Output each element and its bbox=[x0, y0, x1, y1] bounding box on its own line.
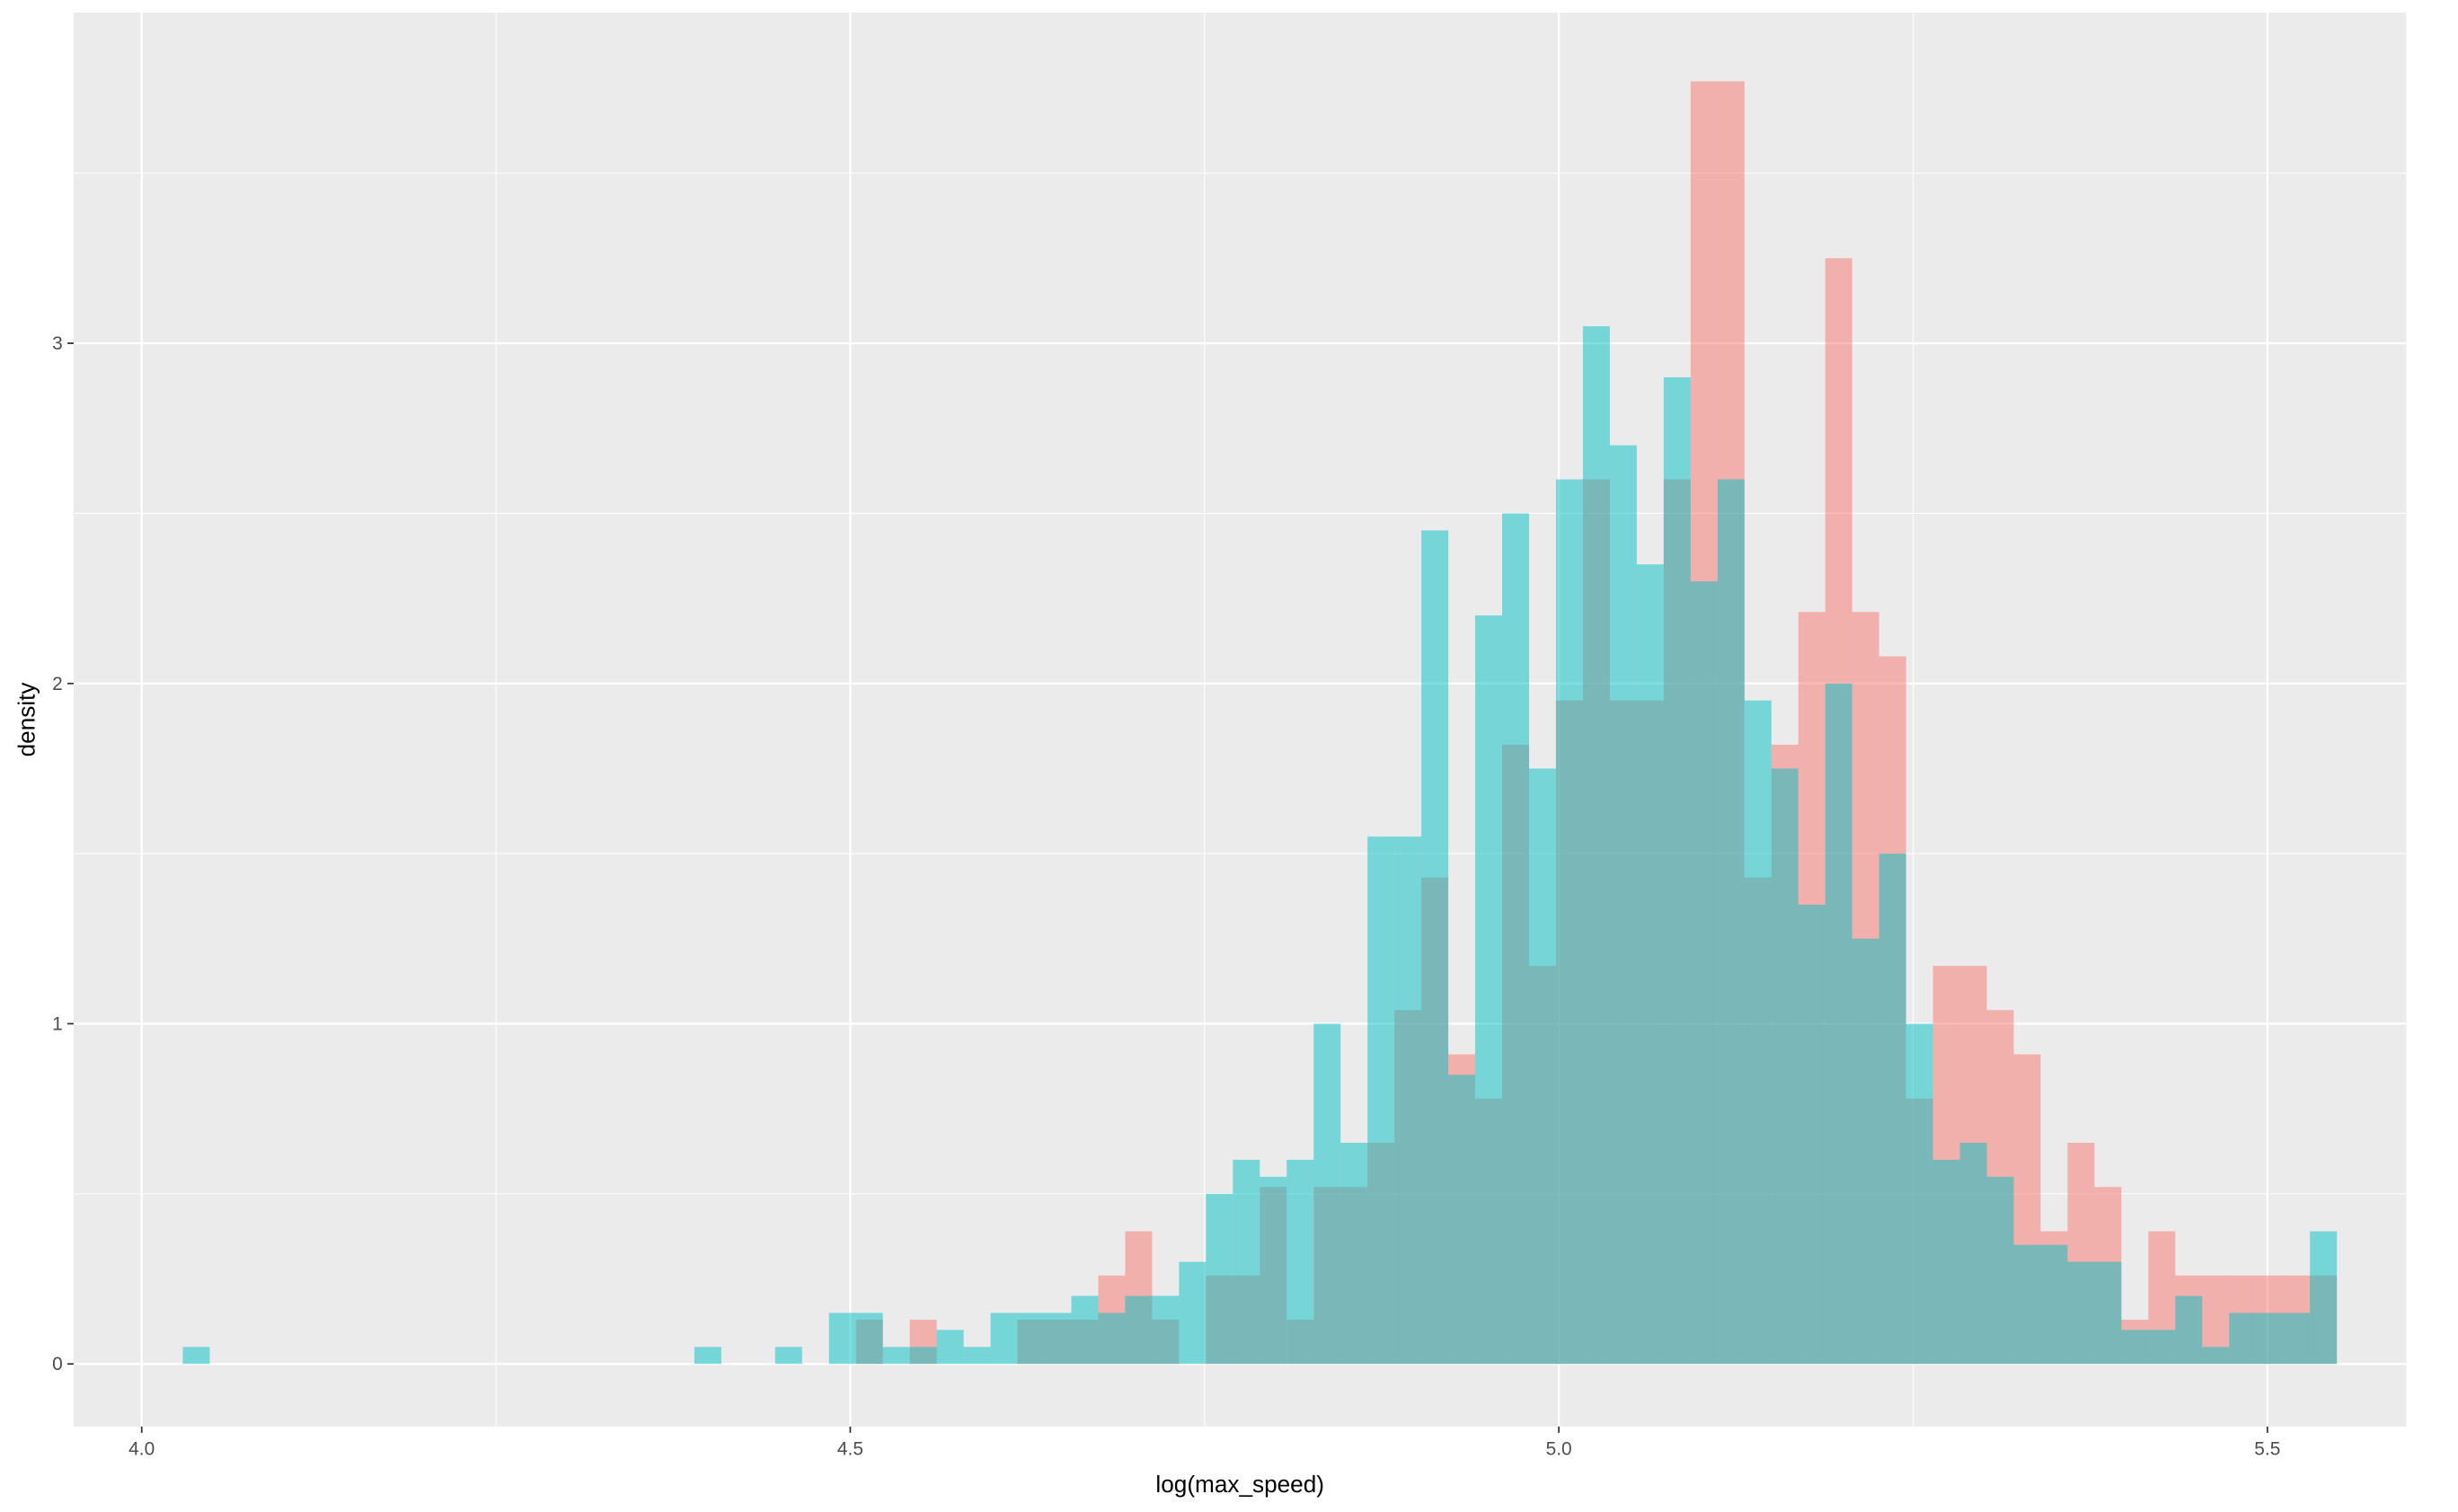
histogram-bar bbox=[1771, 768, 1799, 1365]
histogram-bar bbox=[1582, 326, 1610, 1365]
histogram-bar bbox=[2202, 1347, 2230, 1365]
histogram-bar bbox=[694, 1347, 721, 1365]
y-tick-label: 1 bbox=[52, 1013, 63, 1034]
histogram-bar bbox=[855, 1313, 883, 1365]
histogram-bar bbox=[1609, 445, 1637, 1365]
histogram-bar bbox=[1260, 1176, 1287, 1365]
histogram-bar bbox=[1286, 1159, 1314, 1365]
histogram-bar bbox=[2067, 1261, 2095, 1365]
x-tick-label: 5.0 bbox=[1546, 1438, 1572, 1459]
histogram-bar bbox=[1367, 836, 1395, 1365]
histogram-bar bbox=[2094, 1261, 2122, 1365]
histogram-bar bbox=[1932, 1159, 1960, 1365]
y-tick-label: 0 bbox=[52, 1354, 63, 1375]
histogram-bar bbox=[1448, 1074, 1476, 1365]
histogram-bar bbox=[1555, 479, 1583, 1365]
histogram-bar bbox=[1852, 938, 1879, 1365]
histogram-bar bbox=[1690, 581, 1718, 1365]
histogram-bar bbox=[182, 1347, 210, 1365]
histogram-bar bbox=[990, 1313, 1018, 1365]
histogram-bar bbox=[963, 1347, 991, 1365]
histogram-bar bbox=[1825, 683, 1852, 1365]
histogram-bar bbox=[1179, 1261, 1207, 1365]
histogram-bar bbox=[936, 1330, 964, 1365]
y-axis-title: density bbox=[13, 682, 40, 757]
histogram-bar bbox=[774, 1347, 802, 1365]
histogram-bar bbox=[2256, 1313, 2284, 1365]
histogram-bar bbox=[1663, 376, 1691, 1365]
histogram-bar bbox=[2040, 1244, 2068, 1365]
histogram-bar bbox=[828, 1313, 856, 1365]
histogram-bar bbox=[1502, 513, 1530, 1365]
histogram-bar bbox=[1044, 1313, 1072, 1365]
y-tick-label: 3 bbox=[52, 333, 63, 354]
histogram-bar bbox=[1071, 1295, 1099, 1365]
x-axis-title: log(max_speed) bbox=[1155, 1471, 1324, 1498]
histogram-bar bbox=[2013, 1244, 2041, 1365]
x-tick-label: 5.5 bbox=[2254, 1438, 2280, 1459]
histogram-bar bbox=[2229, 1313, 2257, 1365]
histogram-bar bbox=[2175, 1295, 2203, 1365]
histogram-bar bbox=[1959, 1143, 1987, 1365]
histogram-bar bbox=[1017, 1313, 1045, 1365]
histogram-bar bbox=[2283, 1313, 2311, 1365]
bars bbox=[182, 81, 2338, 1365]
histogram-bar bbox=[1098, 1313, 1126, 1365]
histogram-bar bbox=[1529, 768, 1556, 1365]
histogram-bar bbox=[1206, 1193, 1233, 1365]
histogram-bar bbox=[2148, 1330, 2176, 1365]
histogram-bar bbox=[1986, 1176, 2014, 1365]
histogram-bar bbox=[1636, 564, 1664, 1365]
histogram-bar bbox=[882, 1347, 910, 1365]
ticks: 4.0 4.5 5.0 5.5 0 1 2 3 bbox=[52, 333, 2280, 1459]
histogram-bar bbox=[1798, 904, 1826, 1365]
histogram-bar bbox=[1421, 530, 1449, 1365]
histogram-bar bbox=[1233, 1159, 1260, 1365]
histogram-bar bbox=[1313, 1023, 1341, 1365]
histogram-bar bbox=[1152, 1295, 1180, 1365]
histogram-bar bbox=[1744, 700, 1772, 1365]
x-tick-label: 4.5 bbox=[837, 1438, 863, 1459]
y-tick-label: 2 bbox=[52, 674, 63, 694]
histogram-bar bbox=[2121, 1330, 2149, 1365]
histogram-bar bbox=[1879, 853, 1906, 1365]
x-tick-label: 4.0 bbox=[128, 1438, 155, 1459]
histogram-bar bbox=[2310, 1231, 2338, 1365]
histogram-bar bbox=[1905, 1023, 1933, 1365]
histogram-bar bbox=[1340, 1143, 1368, 1365]
histogram-bar bbox=[1475, 615, 1503, 1365]
histogram-bar bbox=[1125, 1295, 1153, 1365]
histogram-bar bbox=[1394, 836, 1422, 1365]
histogram-bar bbox=[909, 1347, 937, 1365]
histogram-bar bbox=[1717, 479, 1745, 1365]
